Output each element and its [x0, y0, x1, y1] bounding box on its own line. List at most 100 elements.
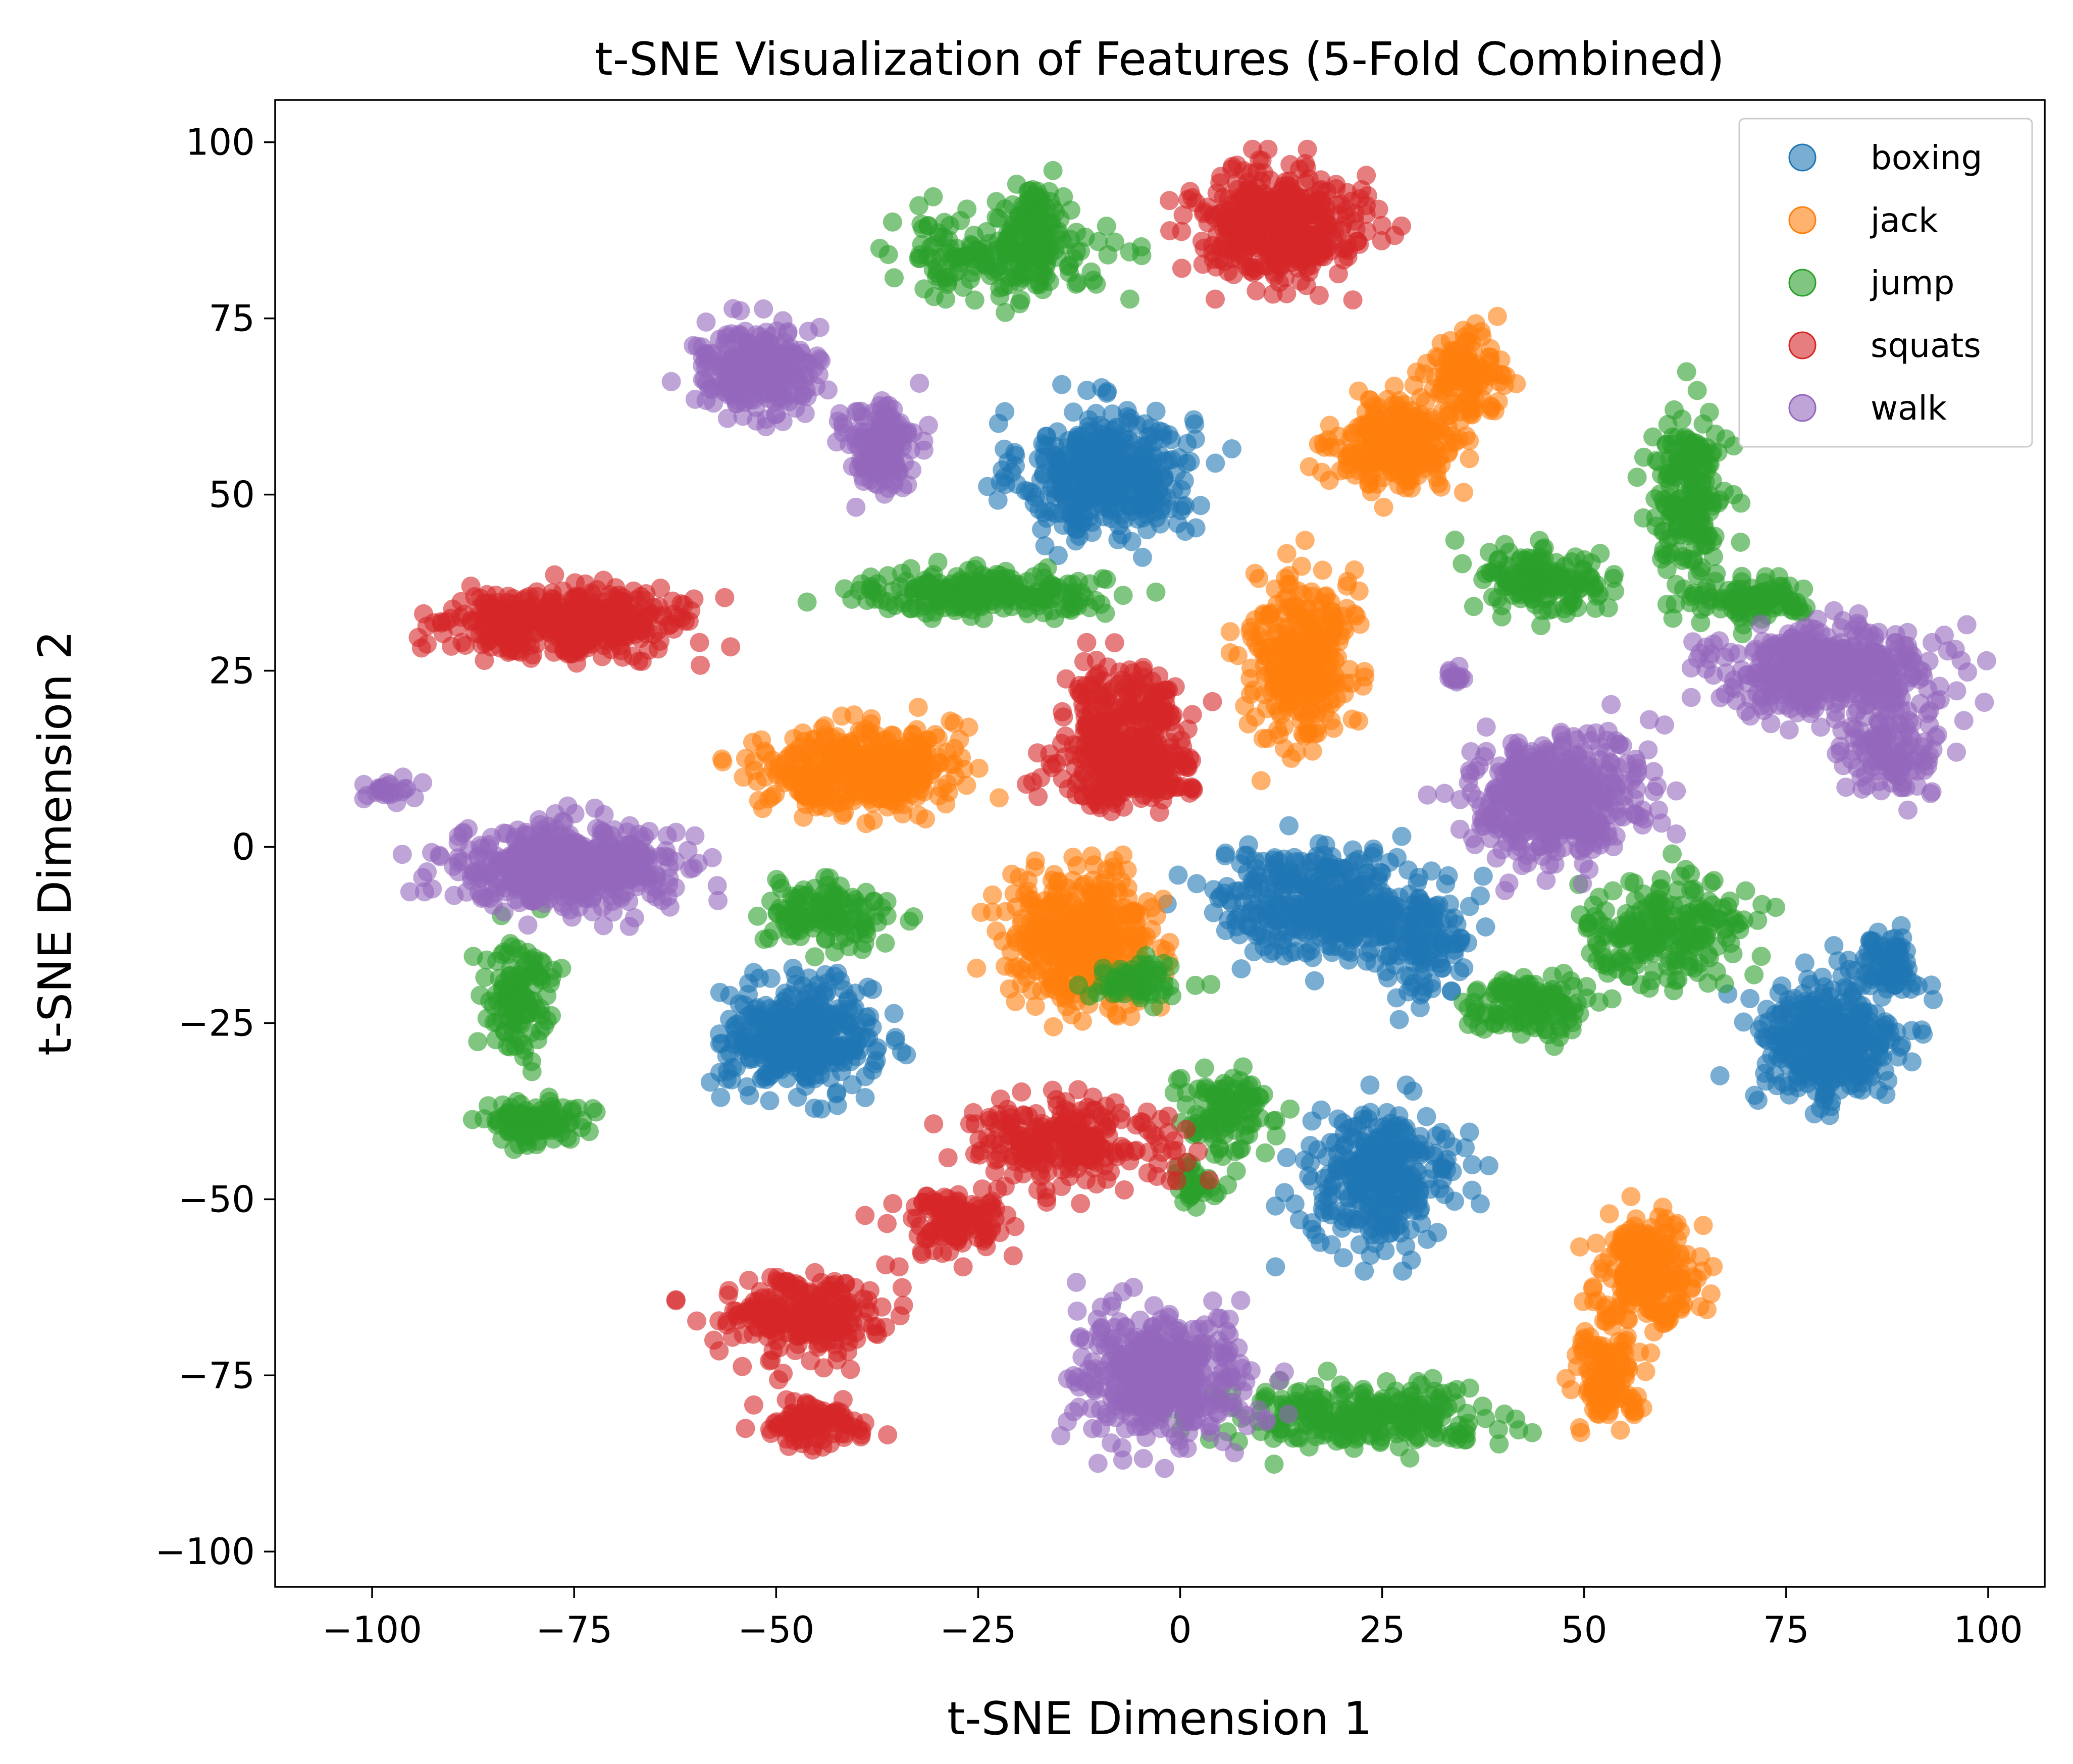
data-point-jack — [1621, 1187, 1641, 1207]
data-point-jump — [868, 574, 888, 594]
data-point-jack — [1454, 483, 1473, 502]
data-point-jack — [1220, 643, 1240, 662]
data-point-boxing — [1740, 989, 1760, 1008]
data-point-jack — [1660, 1302, 1679, 1322]
data-point-boxing — [855, 1088, 875, 1107]
data-point-jack — [1594, 1311, 1614, 1331]
data-point-boxing — [1268, 860, 1287, 879]
data-point-jump — [987, 192, 1006, 212]
data-point-boxing — [1063, 517, 1083, 537]
data-point-jump — [1096, 603, 1115, 623]
data-point-jump — [1686, 433, 1705, 453]
data-point-boxing — [863, 979, 883, 999]
data-point-jack — [794, 807, 813, 827]
data-point-boxing — [1216, 921, 1235, 941]
data-point-boxing — [1238, 916, 1258, 936]
data-point-jack — [1220, 622, 1240, 642]
data-point-boxing — [1168, 865, 1188, 885]
data-point-boxing — [1314, 1192, 1333, 1211]
data-point-jack — [1349, 461, 1369, 481]
data-point-jack — [1025, 923, 1045, 943]
data-point-boxing — [1079, 410, 1099, 430]
data-point-jack — [1339, 660, 1359, 680]
data-point-boxing — [724, 1017, 744, 1036]
data-point-jump — [1464, 597, 1483, 616]
data-point-jump — [1536, 576, 1556, 596]
data-point-jump — [951, 211, 970, 230]
data-point-jump — [1704, 871, 1724, 891]
data-point-boxing — [787, 1036, 806, 1056]
data-point-jump — [1732, 566, 1752, 586]
data-point-jack — [929, 786, 949, 806]
data-point-jack — [832, 706, 852, 726]
data-point-boxing — [1875, 973, 1894, 993]
data-point-boxing — [1402, 1250, 1421, 1270]
data-point-boxing — [1284, 848, 1304, 867]
data-point-boxing — [1445, 1191, 1464, 1211]
data-point-jump — [1024, 567, 1044, 587]
data-point-jump — [1571, 578, 1591, 597]
data-point-jump — [1573, 559, 1593, 579]
data-point-boxing — [1476, 917, 1495, 937]
data-point-jack — [1287, 742, 1307, 762]
data-point-boxing — [1391, 1223, 1410, 1243]
data-point-jack — [1044, 901, 1063, 921]
data-point-boxing — [1447, 934, 1467, 954]
data-point-boxing — [1322, 1235, 1341, 1255]
data-point-boxing — [1422, 861, 1441, 881]
data-point-jump — [1656, 435, 1676, 454]
data-point-boxing — [727, 1058, 746, 1077]
data-point-boxing — [1114, 451, 1133, 471]
data-point-boxing — [1236, 881, 1256, 901]
data-point-boxing — [1748, 1091, 1768, 1110]
data-point-jump — [914, 279, 934, 299]
data-point-boxing — [1734, 1012, 1753, 1032]
data-point-boxing — [1470, 1194, 1490, 1214]
data-point-boxing — [711, 1087, 731, 1107]
data-point-jump — [924, 565, 944, 584]
data-point-boxing — [1399, 924, 1419, 944]
data-point-boxing — [1471, 886, 1490, 906]
data-point-boxing — [1357, 1156, 1376, 1176]
data-point-jack — [971, 903, 991, 922]
data-point-boxing — [1363, 906, 1382, 925]
data-point-boxing — [988, 490, 1008, 510]
data-point-boxing — [1280, 876, 1300, 896]
data-point-boxing — [1106, 499, 1125, 518]
data-point-jump — [1681, 507, 1700, 527]
data-point-jack — [1655, 1223, 1675, 1243]
data-point-jack — [1245, 563, 1265, 583]
data-point-jump — [1598, 598, 1618, 617]
data-point-jack — [814, 771, 834, 791]
data-point-boxing — [1370, 1225, 1390, 1245]
data-point-jump — [1687, 381, 1707, 400]
data-point-jack — [1342, 709, 1362, 729]
data-point-jump — [1693, 414, 1713, 434]
data-point-boxing — [843, 1075, 862, 1095]
data-point-jack — [1269, 725, 1289, 745]
data-point-jack — [1439, 442, 1459, 461]
data-point-jack — [1349, 381, 1368, 401]
data-point-boxing — [1393, 942, 1413, 961]
data-point-jack — [1071, 950, 1091, 969]
data-point-boxing — [1795, 953, 1815, 973]
data-point-boxing — [1032, 520, 1051, 539]
data-point-jack — [850, 721, 869, 741]
data-point-jump — [1531, 616, 1550, 636]
data-point-boxing — [1301, 1135, 1320, 1155]
data-point-jack — [1280, 575, 1300, 594]
data-point-boxing — [1035, 536, 1055, 556]
data-point-jump — [1663, 844, 1682, 864]
data-point-jump — [1751, 947, 1771, 966]
data-point-jump — [1736, 586, 1756, 605]
data-point-boxing — [1411, 985, 1431, 1005]
data-point-jack — [957, 775, 976, 795]
data-point-jump — [1662, 504, 1682, 524]
data-point-boxing — [1397, 1137, 1417, 1157]
data-point-jump — [939, 268, 959, 287]
data-point-boxing — [884, 1004, 904, 1023]
data-point-jack — [1460, 449, 1479, 469]
data-point-boxing — [1244, 942, 1264, 961]
data-point-jack — [1025, 997, 1045, 1016]
data-point-jack — [1642, 1244, 1662, 1264]
